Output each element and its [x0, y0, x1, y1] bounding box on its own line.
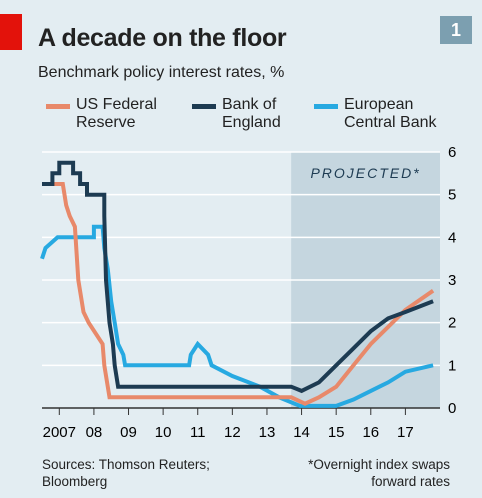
legend-label: Bank of England — [222, 96, 281, 131]
legend-item: US Federal Reserve — [46, 96, 176, 132]
chart-subtitle: Benchmark policy interest rates, % — [38, 64, 285, 81]
legend-label: US Federal Reserve — [76, 96, 157, 131]
x-tick-label: 16 — [362, 424, 379, 441]
x-tick-label: 2007 — [43, 424, 76, 441]
y-tick-label: 5 — [448, 187, 456, 204]
red-tag — [0, 14, 22, 50]
footnote: *Overnight index swaps forward rates — [308, 457, 450, 489]
x-tick-label: 08 — [86, 424, 103, 441]
y-tick-label: 4 — [448, 229, 456, 246]
x-tick-label: 12 — [224, 424, 241, 441]
legend-label: European Central Bank — [344, 96, 437, 131]
series-line — [40, 224, 434, 408]
y-tick-label: 1 — [448, 357, 456, 374]
x-tick-label: 17 — [397, 424, 414, 441]
chart-title: A decade on the floor — [38, 24, 287, 52]
x-tick-label: 09 — [120, 424, 137, 441]
y-tick-label: 0 — [448, 400, 456, 417]
x-tick-label: 15 — [328, 424, 345, 441]
legend-swatch — [46, 104, 70, 109]
x-tick-label: 10 — [155, 424, 172, 441]
annotation: PROJECTED* — [310, 165, 420, 181]
legend-item: European Central Bank — [314, 96, 454, 132]
y-tick-label: 2 — [448, 315, 456, 332]
sources: Sources: Thomson Reuters; Bloomberg — [42, 457, 210, 489]
legend-swatch — [192, 104, 216, 109]
y-tick-label: 3 — [448, 272, 456, 289]
x-tick-label: 11 — [190, 424, 206, 441]
series-line — [42, 160, 434, 394]
x-tick-label: 13 — [259, 424, 276, 441]
y-tick-label: 6 — [448, 144, 456, 161]
badge: 1 — [440, 16, 472, 44]
legend-item: Bank of England — [192, 96, 302, 132]
legend-swatch — [314, 104, 338, 109]
series-line — [42, 182, 435, 406]
x-tick-label: 14 — [293, 424, 310, 441]
